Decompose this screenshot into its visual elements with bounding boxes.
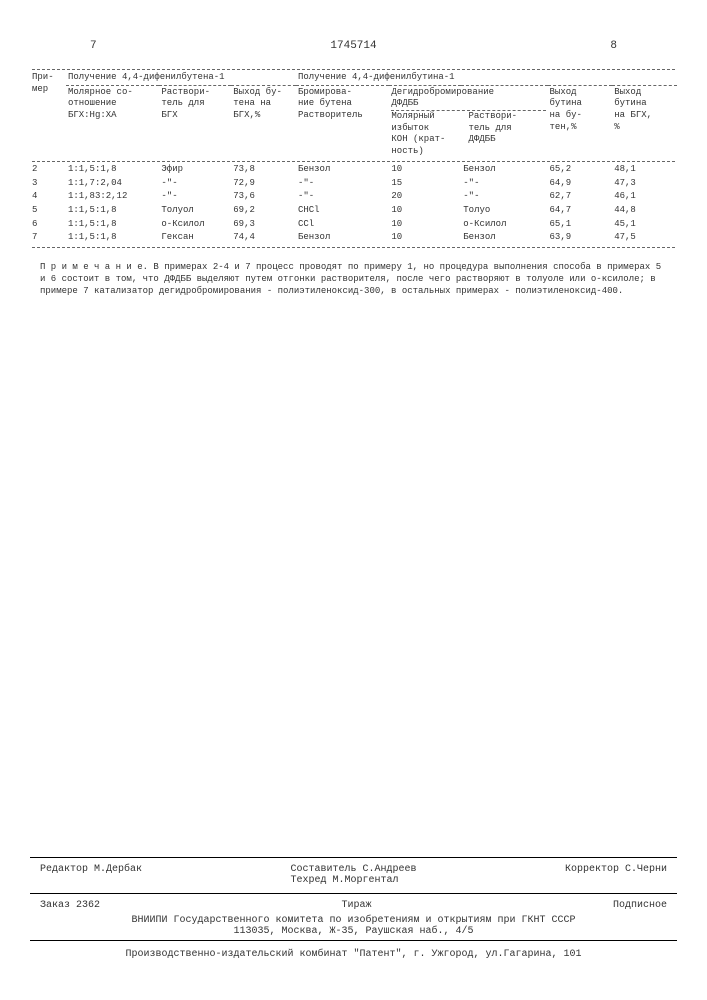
subscription: Подписное xyxy=(613,900,667,911)
cell-solv2: о-Ксилол xyxy=(461,218,547,232)
cell-n: 4 xyxy=(30,190,66,204)
cell-yield3: 47,5 xyxy=(612,231,677,245)
cell-solv2: Бензол xyxy=(461,163,547,177)
cell-koh: 10 xyxy=(389,231,461,245)
cell-solv1: Гексан xyxy=(159,231,231,245)
tirazh: Тираж xyxy=(341,900,371,911)
cell-koh: 10 xyxy=(389,163,461,177)
cell-yield1: 74,4 xyxy=(231,231,296,245)
cell-yield3: 48,1 xyxy=(612,163,677,177)
cell-n: 5 xyxy=(30,204,66,218)
cell-yield1: 69,3 xyxy=(231,218,296,232)
cell-koh: 10 xyxy=(389,218,461,232)
cell-n: 3 xyxy=(30,177,66,191)
cell-yield2: 64,7 xyxy=(548,204,613,218)
group-butyne: Получение 4,4-дифенилбутина-1 xyxy=(296,71,677,85)
editor: Редактор М.Дербак xyxy=(40,864,142,886)
h-dehydro: Дегидробромирование ДФДББ xyxy=(391,87,545,111)
table-row: 21:1,5:1,8Эфир73,8Бензол10Бензол65,248,1 xyxy=(30,163,677,177)
cell-solv2: Бензол xyxy=(461,231,547,245)
h-yield-butene: Выход бу- тена на БГХ,% xyxy=(231,85,296,159)
cell-solv1: -"- xyxy=(159,190,231,204)
patent-number: 1745714 xyxy=(330,40,376,52)
cell-ratio: 1:1,7:2,04 xyxy=(66,177,159,191)
cell-ratio: 1:1,5:1,8 xyxy=(66,163,159,177)
cell-solv1: Эфир xyxy=(159,163,231,177)
cell-yield2: 65,1 xyxy=(548,218,613,232)
cell-solv1: Толуол xyxy=(159,204,231,218)
cell-solv1: -"- xyxy=(159,177,231,191)
cell-yield1: 72,9 xyxy=(231,177,296,191)
cell-ratio: 1:1,5:1,8 xyxy=(66,218,159,232)
cell-n: 2 xyxy=(30,163,66,177)
meta-block: Редактор М.Дербак Составитель С.Андреев … xyxy=(30,854,677,960)
cell-brom: -"- xyxy=(296,190,389,204)
cell-solv2: -"- xyxy=(461,190,547,204)
cell-yield2: 63,9 xyxy=(548,231,613,245)
h-ratio: Молярное со- отношение БГХ:Hg:ХА xyxy=(66,85,159,159)
table-row: 31:1,7:2,04-"-72,9-"-15-"-64,947,3 xyxy=(30,177,677,191)
cell-brom: -"- xyxy=(296,177,389,191)
cell-yield1: 73,8 xyxy=(231,163,296,177)
cell-ratio: 1:1,5:1,8 xyxy=(66,231,159,245)
note: П р и м е ч а н и е. В примерах 2-4 и 7 … xyxy=(30,261,677,297)
table-row: 41:1,83:2,12-"-73,6-"-20-"-62,746,1 xyxy=(30,190,677,204)
cell-yield1: 69,2 xyxy=(231,204,296,218)
cell-yield3: 45,1 xyxy=(612,218,677,232)
cell-n: 7 xyxy=(30,231,66,245)
publisher: Производственно-издательский комбинат "П… xyxy=(30,949,677,960)
tech: Техред М.Моргентал xyxy=(290,875,398,886)
corrector: Корректор С.Черни xyxy=(565,864,667,886)
cell-solv2: Толуо xyxy=(461,204,547,218)
h-yield-butyne-bgh: Выход бутина на БГХ, % xyxy=(612,85,677,159)
cell-yield2: 65,2 xyxy=(548,163,613,177)
cell-solv2: -"- xyxy=(461,177,547,191)
cell-yield3: 44,8 xyxy=(612,204,677,218)
cell-ratio: 1:1,83:2,12 xyxy=(66,190,159,204)
cell-brom: Бензол xyxy=(296,231,389,245)
cell-koh: 15 xyxy=(389,177,461,191)
h-yield-butyne-buten: Выход бутина на бу- тен,% xyxy=(548,85,613,159)
vniip-line2: 113035, Москва, Ж-35, Раушская наб., 4/5 xyxy=(30,926,677,937)
page-num-left: 7 xyxy=(90,40,97,52)
cell-solv1: о-Ксилол xyxy=(159,218,231,232)
cell-koh: 10 xyxy=(389,204,461,218)
vniip-line1: ВНИИПИ Государственного комитета по изоб… xyxy=(30,915,677,926)
cell-ratio: 1:1,5:1,8 xyxy=(66,204,159,218)
cell-koh: 20 xyxy=(389,190,461,204)
cell-yield3: 46,1 xyxy=(612,190,677,204)
cell-yield2: 64,9 xyxy=(548,177,613,191)
cell-yield3: 47,3 xyxy=(612,177,677,191)
cell-brom: СНСl xyxy=(296,204,389,218)
table-row: 71:1,5:1,8Гексан74,4Бензол10Бензол63,947… xyxy=(30,231,677,245)
h-solvent-dfdbb: Раствори- тель для ДФДББ xyxy=(468,111,545,158)
composer: Составитель С.Андреев xyxy=(290,864,416,875)
cell-brom: CCl xyxy=(296,218,389,232)
h-solvent-bgh: Раствори- тель для БГХ xyxy=(159,85,231,159)
data-table: При- мер Получение 4,4-дифенилбутена-1 П… xyxy=(30,67,677,297)
cell-yield1: 73,6 xyxy=(231,190,296,204)
h-koh: Молярный избыток КОН (крат- ность) xyxy=(391,111,468,158)
table-row: 61:1,5:1,8о-Ксилол69,3CCl10о-Ксилол65,14… xyxy=(30,218,677,232)
h-bromination: Бромирова- ние бутена Растворитель xyxy=(296,85,389,159)
page-header: 7 1745714 8 xyxy=(30,40,677,52)
page-num-right: 8 xyxy=(610,40,617,52)
order: Заказ 2362 xyxy=(40,900,100,911)
cell-yield2: 62,7 xyxy=(548,190,613,204)
cell-n: 6 xyxy=(30,218,66,232)
col-example: При- мер xyxy=(30,71,66,159)
cell-brom: Бензол xyxy=(296,163,389,177)
table-row: 51:1,5:1,8Толуол69,2СНСl10Толуо64,744,8 xyxy=(30,204,677,218)
group-butene: Получение 4,4-дифенилбутена-1 xyxy=(66,71,296,85)
